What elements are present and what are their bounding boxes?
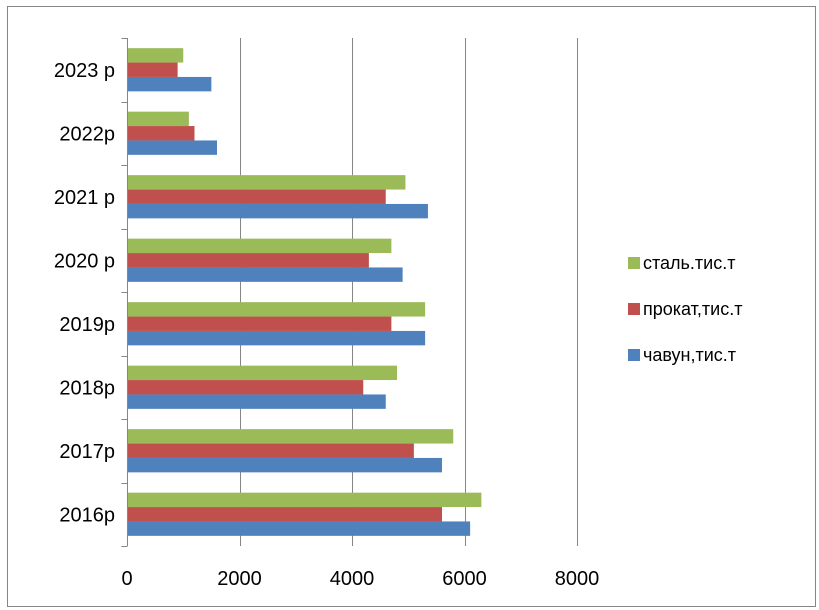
legend-label: чавун,тис.т	[643, 345, 736, 365]
bar-2020р-series-1	[128, 253, 369, 268]
bar-2018р-series-0	[128, 394, 386, 409]
bar-2021р-series-2	[128, 175, 406, 190]
y-tick-label: 2019р	[59, 314, 115, 336]
bar-2019р-series-0	[128, 330, 426, 346]
bar-2017р-series-1	[128, 443, 414, 458]
bar-2020р-series-0	[128, 267, 403, 282]
legend-swatch	[628, 257, 640, 269]
bar-2019р-series-1	[128, 316, 392, 331]
bar-2018р-series-2	[128, 365, 397, 381]
bar-2023р-series-2	[128, 48, 184, 63]
bar-2018р-series-1	[128, 380, 364, 395]
y-tick-label: 2023 р	[54, 60, 115, 82]
bar-2016р-series-1	[128, 507, 442, 522]
bar-2017р-series-0	[128, 457, 442, 473]
bar-2021р-series-1	[128, 189, 386, 204]
y-tick-label: 2021 р	[54, 187, 115, 209]
legend-swatch	[628, 303, 640, 315]
y-tick-label: 2016р	[59, 504, 115, 526]
y-tick-label: 2017р	[59, 441, 115, 463]
bar-2023р-series-1	[128, 62, 178, 77]
x-tick-label: 4000	[330, 568, 375, 590]
bar-2021р-series-0	[128, 203, 428, 219]
y-tick-label: 2022р	[59, 123, 115, 145]
bars	[128, 48, 482, 536]
bar-2022р-series-2	[128, 111, 189, 127]
bar-2016р-series-2	[128, 492, 482, 508]
legend-swatch	[628, 349, 640, 361]
legend: сталь.тис.т прокат,тис.т чавун,тис.т	[628, 253, 742, 365]
legend-label: прокат,тис.т	[643, 299, 742, 319]
bar-2017р-series-2	[128, 429, 454, 444]
y-tick-label: 2020 р	[54, 250, 115, 272]
x-tick-label: 2000	[217, 568, 262, 590]
axes: 0 2000 4000 6000 8000 2016р 2017р 2018р 2019р 202…	[54, 38, 599, 590]
bar-2022р-series-0	[128, 140, 217, 155]
x-tick-label: 0	[121, 568, 132, 590]
bar-2016р-series-0	[128, 521, 471, 536]
y-tick-label: 2018р	[59, 377, 115, 399]
bar-2019р-series-2	[128, 302, 426, 317]
x-tick-label: 8000	[555, 568, 600, 590]
bar-2023р-series-0	[128, 76, 212, 92]
x-tick-label: 6000	[442, 568, 487, 590]
bar-2022р-series-1	[128, 126, 195, 141]
legend-label: сталь.тис.т	[643, 253, 735, 273]
bar-2020р-series-2	[128, 238, 392, 254]
